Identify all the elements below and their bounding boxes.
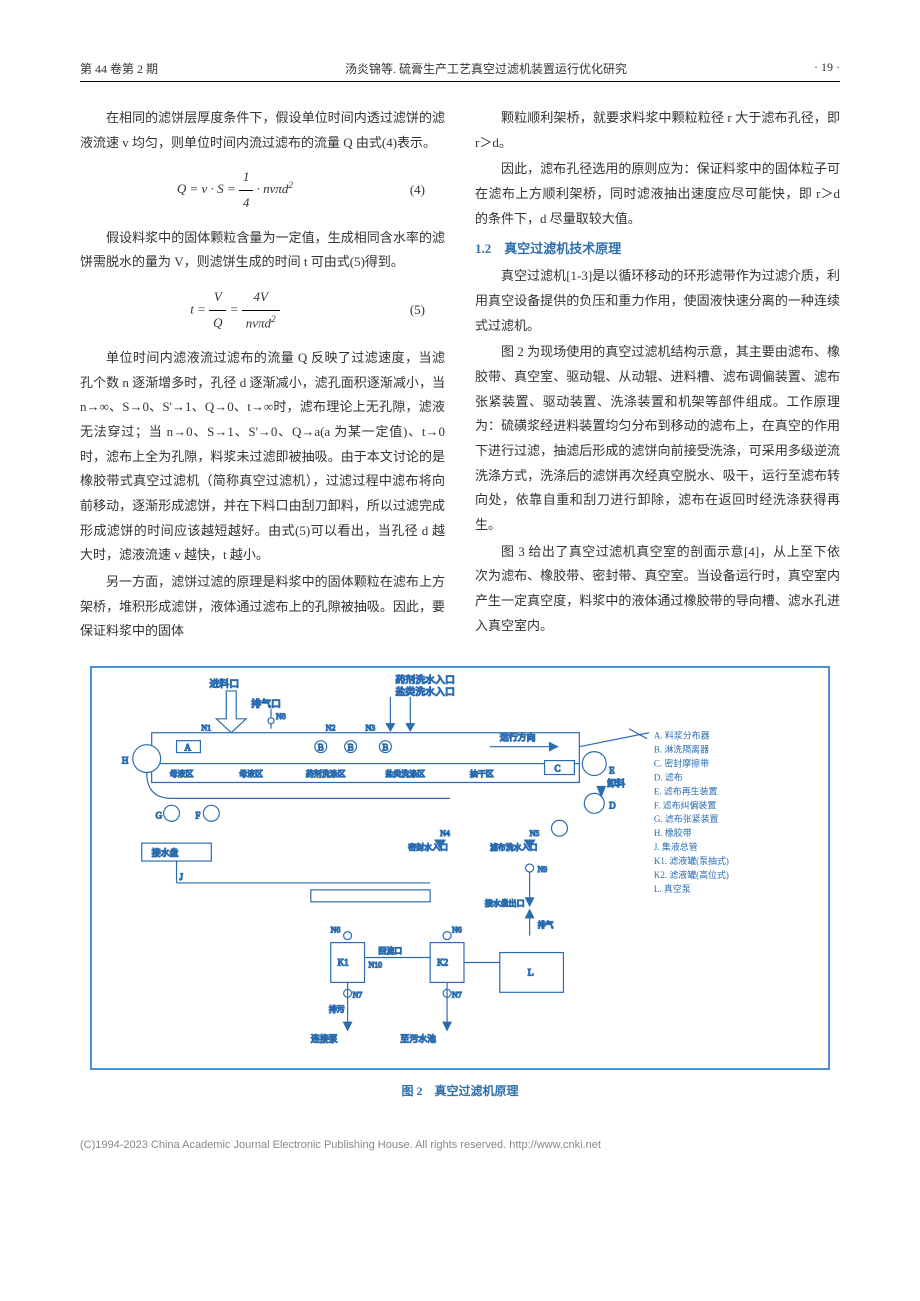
legend-item: F. 滤布纠偏装置: [654, 799, 716, 810]
n-label: N9: [538, 865, 548, 874]
para: 图 3 给出了真空过滤机真空室的剖面示意[4]，从上至下依次为滤布、橡胶带、密封…: [475, 540, 840, 639]
legend-item: A. 料浆分布器: [654, 730, 710, 741]
para: 图 2 为现场使用的真空过滤机结构示意，其主要由滤布、橡胶带、真空室、驱动辊、从…: [475, 340, 840, 538]
drain: 排污: [329, 1004, 345, 1014]
return: 回流口: [378, 946, 402, 956]
para: 单位时间内滤液流过滤布的流量 Q 反映了过滤速度，当滤孔个数 n 逐渐增多时，孔…: [80, 346, 445, 568]
legend-item: K2. 滤液罐(高位式): [654, 869, 729, 880]
n-label: N3: [366, 724, 376, 733]
figure-caption: 图 2 真空过滤机原理: [80, 1082, 840, 1099]
label-n8: N8: [276, 712, 286, 721]
footer: (C)1994-2023 China Academic Journal Elec…: [80, 1139, 840, 1151]
zone: 母液区: [239, 769, 263, 779]
header-left: 第 44 卷第 2 期: [80, 60, 158, 77]
abc: B: [318, 743, 324, 753]
cloth-inlet: 滤布洗水入口: [490, 842, 538, 852]
n-label: N4: [440, 829, 450, 838]
abc: B: [348, 743, 354, 753]
direction: 运行方向: [500, 732, 536, 743]
n-label: N6: [452, 926, 462, 935]
air-out: 排气: [538, 920, 554, 930]
legend-item: B. 淋洗隔离器: [654, 744, 709, 755]
sewage: 至污水池: [400, 1033, 436, 1044]
legend-item: L. 真空泵: [654, 883, 691, 894]
zone: 盐类洗涤区: [385, 769, 425, 779]
hgf: G: [156, 810, 163, 820]
left-box: 接水盘: [152, 847, 179, 858]
j-label: J: [180, 872, 184, 882]
figure-2: 进料口 药剂洗水入口 盐类洗水入口 排气口 N8 母液区 母液区 药剂洗涤区 盐…: [90, 666, 830, 1070]
legend-item: E. 滤布再生装置: [654, 785, 718, 796]
label-agent: 药剂洗水入口: [395, 673, 455, 686]
n-label: N1: [201, 724, 211, 733]
body-columns: 在相同的滤饼层厚度条件下，假设单位时间内透过滤饼的滤液流速 v 均匀，则单位时间…: [80, 106, 840, 646]
para: 在相同的滤饼层厚度条件下，假设单位时间内透过滤饼的滤液流速 v 均匀，则单位时间…: [80, 106, 445, 155]
para: 真空过滤机[1-3]是以循环移动的环形滤带作为过滤介质，利用真空设备提供的负压和…: [475, 264, 840, 338]
label-salt: 盐类洗水入口: [395, 685, 455, 698]
hgf: F: [195, 810, 200, 820]
legend-item: C. 密封摩擦带: [654, 758, 709, 769]
hgf: H: [122, 756, 129, 766]
n-label: N5: [530, 829, 540, 838]
k2: K2: [437, 958, 448, 968]
header-right: · 19 ·: [814, 60, 840, 77]
right-column: 颗粒顺利架桥，就要求料浆中颗粒粒径 r 大于滤布孔径，即 r＞d。 因此，滤布孔…: [475, 106, 840, 646]
para: 假设料浆中的固体颗粒含量为一定值，生成相同含水率的滤饼需脱水的量为 V，则滤饼生…: [80, 226, 445, 275]
legend-item: K1. 滤液罐(泵抽式): [654, 855, 729, 866]
para: 另一方面，滤饼过滤的原理是料浆中的固体颗粒在滤布上方架桥，堆积形成滤饼，液体通过…: [80, 570, 445, 644]
water-out: 接水盘出口: [485, 898, 525, 908]
unload: 卸料: [607, 778, 625, 789]
n-label: N7: [353, 990, 363, 999]
left-column: 在相同的滤饼层厚度条件下，假设单位时间内透过滤饼的滤液流速 v 均匀，则单位时间…: [80, 106, 445, 646]
L: L: [528, 967, 534, 978]
para: 颗粒顺利架桥，就要求料浆中颗粒粒径 r 大于滤布孔径，即 r＞d。: [475, 106, 840, 155]
page-header: 第 44 卷第 2 期 汤炎锦等. 硫膏生产工艺真空过滤机装置运行优化研究 · …: [80, 60, 840, 82]
abc: C: [554, 764, 560, 774]
n-label: N7: [452, 990, 462, 999]
pump: 连接泵: [311, 1033, 338, 1044]
n-label: N6: [331, 926, 341, 935]
section-heading: 1.2 真空过滤机技术原理: [475, 237, 840, 262]
k1: K1: [338, 958, 349, 968]
zone: 抽干区: [470, 769, 494, 779]
abc: A: [184, 743, 191, 753]
figure-svg: 进料口 药剂洗水入口 盐类洗水入口 排气口 N8 母液区 母液区 药剂洗涤区 盐…: [92, 668, 828, 1068]
n-label: N2: [326, 724, 336, 733]
legend-item: H. 橡胶带: [654, 827, 692, 838]
formula-5: t = VQ = 4Vnvπd2 (5): [80, 285, 445, 336]
formula-num: (4): [410, 178, 445, 203]
formula-body: Q = v · S = 14 · nvπd2: [80, 165, 390, 215]
para: 因此，滤布孔径选用的原则应为：保证料浆中的固体粒子可在滤布上方顺利架桥，同时滤液…: [475, 157, 840, 231]
hgf: E: [609, 766, 615, 776]
zone: 母液区: [170, 769, 194, 779]
hgf: D: [609, 800, 616, 810]
zone: 药剂洗涤区: [306, 769, 346, 779]
label-exhaust: 排气口: [251, 697, 281, 710]
n-label: N10: [368, 961, 382, 970]
seal-inlet: 密封水入口: [408, 842, 448, 852]
label-inlet: 进料口: [209, 677, 239, 690]
formula-4: Q = v · S = 14 · nvπd2 (4): [80, 165, 445, 215]
legend-item: D. 滤布: [654, 772, 683, 783]
formula-num: (5): [410, 298, 445, 323]
abc: B: [382, 743, 388, 753]
header-center: 汤炎锦等. 硫膏生产工艺真空过滤机装置运行优化研究: [345, 60, 627, 77]
legend-item: J. 集液总管: [654, 841, 698, 852]
formula-body: t = VQ = 4Vnvπd2: [80, 285, 390, 336]
legend-item: G. 滤布张紧装置: [654, 813, 719, 824]
